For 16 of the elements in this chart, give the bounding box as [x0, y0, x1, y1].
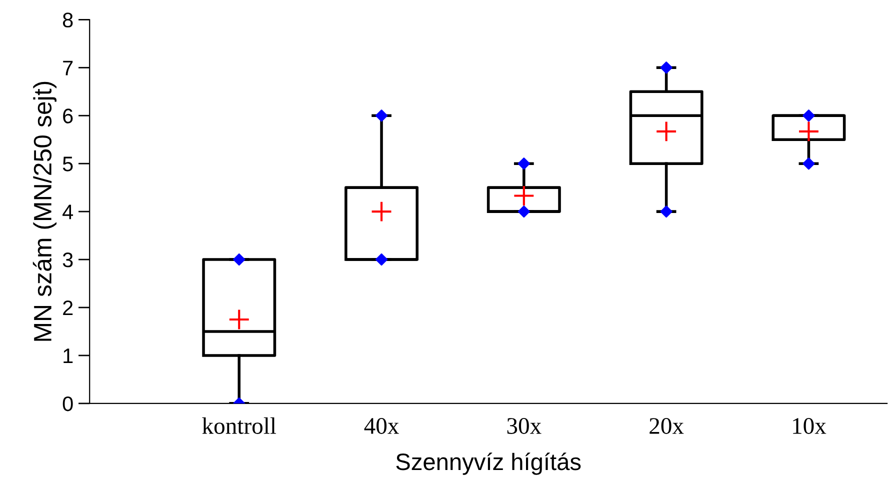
y-tick-label: 3: [62, 252, 73, 268]
x-tick-label: 40x: [364, 418, 399, 434]
y-tick-label: 7: [63, 60, 73, 76]
y-tick-label: 2: [63, 300, 73, 316]
y-tick-label: 5: [62, 156, 73, 172]
y-tick-label: 6: [63, 108, 73, 124]
x-tick-label: 10x: [793, 418, 826, 434]
y-tick-label: 8: [62, 12, 73, 28]
y-tick-label: 0: [62, 396, 73, 412]
y-tick-label: 1: [64, 348, 73, 364]
y-axis-title: MN szám (MN/250 sejt): [32, 82, 56, 341]
x-axis-title: Szennyvíz hígítás: [396, 452, 581, 475]
x-tick-label: 20x: [650, 418, 684, 434]
x-tick-label: kontroll: [202, 417, 276, 434]
y-tick-label: 4: [62, 204, 74, 220]
x-tick-label: 30x: [507, 418, 542, 434]
